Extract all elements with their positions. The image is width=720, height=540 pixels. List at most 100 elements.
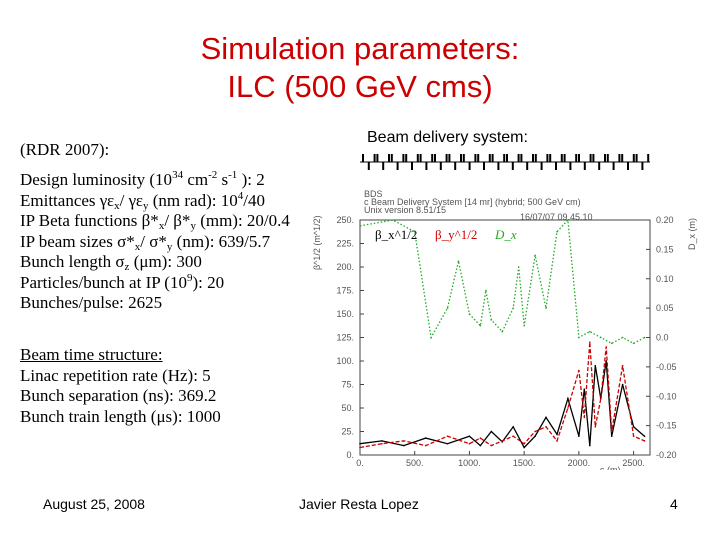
lattice-magnet — [390, 154, 393, 162]
data-point — [381, 442, 383, 445]
data-point — [534, 430, 536, 433]
data-point — [359, 225, 361, 227]
legend-entry: β_y^1/2 — [435, 227, 477, 242]
lattice-magnet — [563, 154, 566, 162]
lattice-magnet — [454, 162, 457, 170]
lattice-magnet — [511, 162, 514, 170]
chart-header-line: BDS — [364, 189, 383, 199]
param-beam-sizes: IP beam sizes σ*x/ σ*y (nm): 639/5.7 — [20, 231, 271, 253]
data-point — [589, 341, 591, 343]
param-bunches: Bunches/pulse: 2625 — [20, 293, 163, 312]
title-line-2: ILC (500 GeV cms) — [227, 69, 493, 104]
lattice-magnet — [540, 162, 543, 170]
beam-line-2: Bunch separation (ns): 369.2 — [20, 386, 217, 405]
data-point — [594, 364, 597, 367]
lattice-magnet — [405, 154, 408, 162]
param-beta-functions: IP Beta functions β*x/ β*y (mm): 20/0.4 — [20, 211, 290, 232]
data-point — [556, 230, 558, 233]
data-point — [545, 426, 547, 428]
title-line-1: Simulation parameters: — [200, 31, 520, 66]
data-point — [490, 444, 493, 447]
beam-heading: Beam time structure: — [20, 345, 163, 364]
lattice-magnet — [555, 162, 557, 170]
data-point — [583, 416, 586, 419]
data-point — [567, 219, 569, 221]
data-point — [485, 289, 487, 292]
data-point — [512, 435, 515, 438]
data-point — [643, 440, 646, 442]
lattice-magnet — [526, 162, 529, 170]
lattice-magnet — [627, 162, 629, 170]
y-tick-label-left: 250. — [336, 215, 354, 225]
x-axis-label: s (m) — [600, 465, 621, 470]
data-point — [556, 433, 558, 436]
lattice-magnet — [604, 154, 606, 162]
lattice-magnet — [491, 154, 494, 162]
data-point — [594, 426, 597, 428]
data-point — [446, 307, 449, 309]
data-point — [632, 342, 635, 345]
plot-frame — [359, 219, 651, 456]
lattice-magnet — [592, 154, 595, 162]
data-point — [490, 319, 493, 321]
lattice-magnet — [569, 162, 572, 170]
lattice-magnet — [416, 154, 419, 162]
data-point — [479, 437, 482, 439]
data-point — [359, 442, 361, 445]
lattice-magnet — [367, 162, 370, 170]
lattice-magnet — [635, 154, 638, 162]
data-point — [632, 426, 635, 428]
lattice-magnet — [532, 154, 534, 162]
lattice-magnet — [462, 154, 465, 162]
lattice-magnet — [434, 154, 436, 162]
series-line — [359, 342, 645, 449]
y-axis-label-right: D_x (m) — [687, 218, 697, 250]
y-tick-label-right: 0.05 — [656, 303, 674, 313]
data-point — [517, 266, 520, 268]
data-point — [605, 346, 608, 348]
data-point — [610, 430, 613, 433]
lattice-magnet — [621, 154, 624, 162]
data-point — [534, 435, 536, 438]
lattice-magnet — [439, 162, 442, 170]
slide-title: Simulation parameters: ILC (500 GeV cms) — [0, 30, 720, 106]
y-tick-label-left: 200. — [336, 262, 354, 272]
lattice-magnet — [388, 154, 390, 162]
y-tick-label-left: 25. — [341, 427, 354, 437]
param-emittances: Emittances γεx/ γεy (nm rad): 104/40 — [20, 189, 265, 212]
lattice-magnet — [460, 154, 462, 162]
lattice-magnet — [425, 162, 428, 170]
data-point — [578, 369, 580, 372]
legend-entry: D_x — [494, 227, 517, 242]
data-point — [402, 444, 405, 447]
data-point — [479, 444, 482, 447]
lattice-magnet — [488, 154, 491, 162]
lattice-magnet — [483, 162, 485, 170]
data-point — [621, 336, 624, 339]
data-point — [621, 383, 624, 386]
data-point — [392, 219, 394, 221]
lattice-magnet — [376, 154, 379, 162]
lattice-magnet — [589, 154, 592, 162]
data-point — [605, 360, 608, 362]
y-tick-label-right: 0.15 — [656, 244, 674, 254]
data-point — [610, 435, 613, 438]
y-tick-label-right: 0.20 — [656, 215, 674, 225]
x-tick-label: 2500. — [622, 458, 645, 468]
data-point — [424, 437, 427, 439]
data-point — [621, 364, 624, 367]
data-point — [589, 444, 591, 447]
lattice-magnet — [419, 154, 422, 162]
y-tick-label-left: 75. — [341, 380, 354, 390]
lattice-magnet — [373, 154, 376, 162]
lattice-magnet — [612, 162, 615, 170]
rdr-label: (RDR 2007): — [20, 140, 110, 159]
lattice-magnet — [606, 154, 609, 162]
lattice-magnet — [598, 162, 601, 170]
data-point — [468, 435, 471, 438]
x-tick-label: 0. — [356, 458, 364, 468]
data-point — [589, 330, 591, 333]
x-tick-label: 1000. — [458, 458, 481, 468]
data-point — [599, 336, 602, 339]
y-tick-label-right: -0.10 — [656, 391, 677, 401]
